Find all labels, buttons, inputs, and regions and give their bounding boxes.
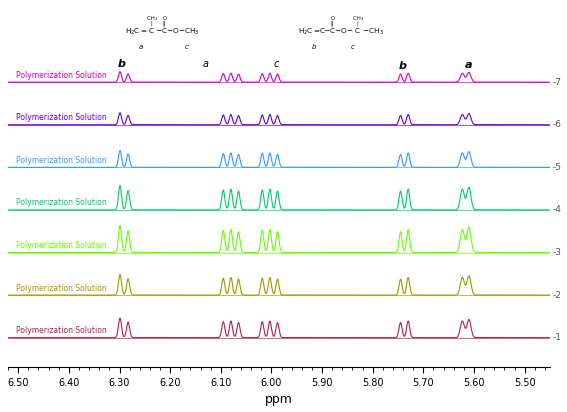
Text: Polymerization Solution: Polymerization Solution (16, 283, 107, 293)
Text: -1: -1 (553, 333, 562, 342)
Text: a: a (139, 44, 143, 49)
Text: Polymerization Solution: Polymerization Solution (16, 70, 107, 80)
Text: -7: -7 (553, 78, 562, 87)
Text: c: c (350, 44, 354, 49)
Text: $\mathrm{H_2C{=}\!\overset{}{C}\!{-}\overset{O}{{\overset{\|}{C}}}{-}O{-}\overse: $\mathrm{H_2C{=}\!\overset{}{C}\!{-}\ove… (298, 14, 384, 38)
Text: a: a (465, 60, 473, 70)
Text: c: c (185, 44, 189, 49)
X-axis label: ppm: ppm (265, 393, 293, 407)
Text: c: c (274, 59, 279, 69)
Text: -6: -6 (553, 120, 562, 129)
Text: b: b (312, 44, 316, 49)
Text: Polymerization Solution: Polymerization Solution (16, 198, 107, 207)
Text: Polymerization Solution: Polymerization Solution (16, 113, 107, 122)
Text: b: b (399, 61, 407, 71)
Text: Polymerization Solution: Polymerization Solution (16, 326, 107, 335)
Text: -5: -5 (553, 163, 562, 172)
Text: -3: -3 (553, 248, 562, 257)
Text: -4: -4 (553, 206, 562, 214)
Text: Polymerization Solution: Polymerization Solution (16, 156, 107, 165)
Text: a: a (202, 59, 209, 69)
Text: Polymerization Solution: Polymerization Solution (16, 241, 107, 250)
Text: -2: -2 (553, 290, 562, 300)
Text: b: b (118, 59, 126, 69)
Text: $\mathrm{H_2C{=}\!\overset{CH_3}{\overset{|}{C}}\!{-}\overset{O}{{\overset{\|}{C: $\mathrm{H_2C{=}\!\overset{CH_3}{\overse… (125, 14, 200, 38)
